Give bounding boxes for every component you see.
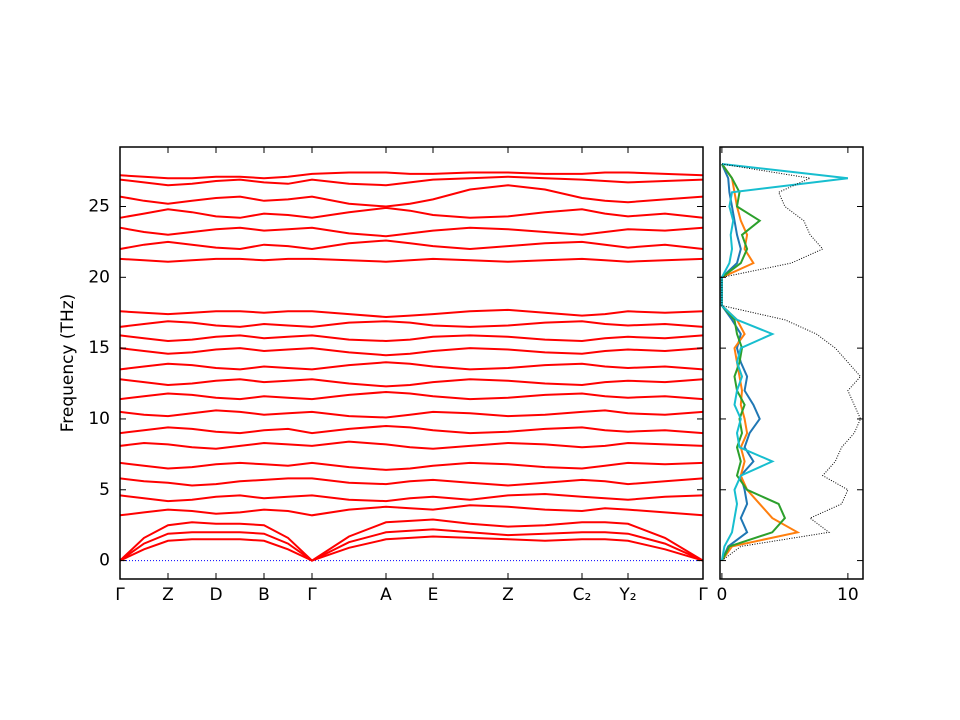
y-axis-label: Frequency (THz)	[58, 294, 78, 433]
band-line	[119, 257, 704, 263]
band-line	[119, 361, 704, 371]
total-dos-line	[721, 163, 862, 561]
band-line	[119, 308, 704, 319]
x-tick-label: A	[380, 585, 392, 605]
band-line	[119, 320, 704, 328]
band-line	[119, 492, 704, 503]
band-line	[119, 334, 704, 343]
plot-frame	[719, 146, 864, 580]
band-line	[119, 477, 704, 487]
y-tick-label: 20	[88, 267, 110, 287]
partial-dos-line	[720, 163, 761, 562]
band-line	[119, 518, 704, 562]
plot-frame	[119, 146, 704, 580]
partial-dos-line	[720, 163, 849, 561]
band-line	[119, 528, 704, 562]
x-tick-label: B	[258, 585, 270, 605]
y-tick-label: 5	[99, 480, 110, 500]
x-tick-label: Y₂	[618, 585, 636, 605]
x-tick-label: E	[428, 585, 439, 605]
x-tick-label: Γ	[307, 585, 317, 605]
x-tick-label: Z	[162, 585, 174, 605]
band-line	[119, 461, 704, 471]
band-line	[119, 378, 704, 388]
band-line	[119, 390, 704, 401]
y-tick-label: 10	[88, 409, 110, 429]
band-line	[119, 171, 704, 180]
x-tick-label: Γ	[698, 585, 708, 605]
band-line	[119, 504, 704, 517]
x-tick-label: Z	[502, 585, 514, 605]
band-line	[119, 535, 704, 562]
band-line	[119, 184, 704, 208]
y-tick-label: 0	[99, 551, 110, 571]
x-tick-label: C₂	[573, 585, 592, 605]
x-tick-label: Γ	[115, 585, 125, 605]
band-line	[119, 347, 704, 357]
x-tick-label: 0	[716, 585, 727, 605]
x-tick-label: 10	[837, 585, 859, 605]
x-tick-label: D	[209, 585, 222, 605]
partial-dos-line	[720, 163, 787, 562]
band-line	[119, 424, 704, 435]
y-tick-label: 25	[88, 196, 110, 216]
band-line	[119, 440, 704, 450]
band-line	[119, 206, 704, 219]
y-tick-label: 15	[88, 338, 110, 358]
band-line	[119, 175, 704, 187]
band-line	[119, 239, 704, 251]
band-line	[119, 409, 704, 419]
band-line	[119, 226, 704, 238]
